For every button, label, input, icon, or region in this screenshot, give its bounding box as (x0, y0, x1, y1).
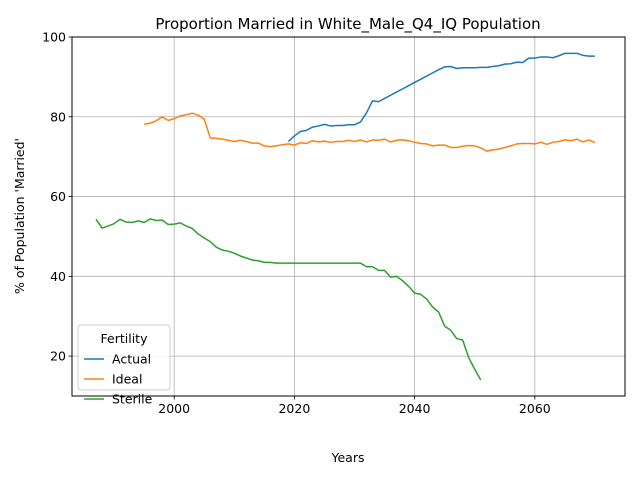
series-line-sterile (95, 218, 482, 381)
legend-box (77, 324, 171, 391)
y-tick-label: 80 (50, 109, 66, 124)
x-tick-label: 2000 (158, 401, 190, 416)
legend-title: Fertility (101, 331, 149, 346)
legend-entries: Actual Ideal Sterile (84, 352, 153, 407)
plot-frame (71, 36, 626, 397)
x-tick-label: 2060 (519, 401, 551, 416)
y-tick-label: 60 (50, 189, 66, 204)
series-lines (95, 52, 596, 381)
series-line-ideal (143, 112, 596, 152)
legend-label-sterile: Sterile (112, 392, 153, 407)
x-tick-label: 2040 (399, 401, 431, 416)
y-axis-label: % of Population 'Married' (12, 138, 27, 294)
y-axis: 20 40 60 80 100 (42, 30, 72, 364)
chart-title: Proportion Married in White_Male_Q4_IQ P… (155, 15, 540, 34)
y-tick-label: 40 (50, 269, 66, 284)
x-axis-label: Years (331, 450, 365, 465)
y-tick-label: 100 (42, 30, 66, 45)
legend-label-ideal: Ideal (112, 372, 142, 387)
x-tick-label: 2020 (278, 401, 310, 416)
y-tick-label: 20 (50, 349, 66, 364)
series-line-actual (287, 52, 595, 143)
legend-label-actual: Actual (112, 352, 151, 367)
legend: Fertility Actual Ideal Sterile (77, 324, 171, 407)
x-axis: 2000 2020 2040 2060 (158, 396, 551, 416)
